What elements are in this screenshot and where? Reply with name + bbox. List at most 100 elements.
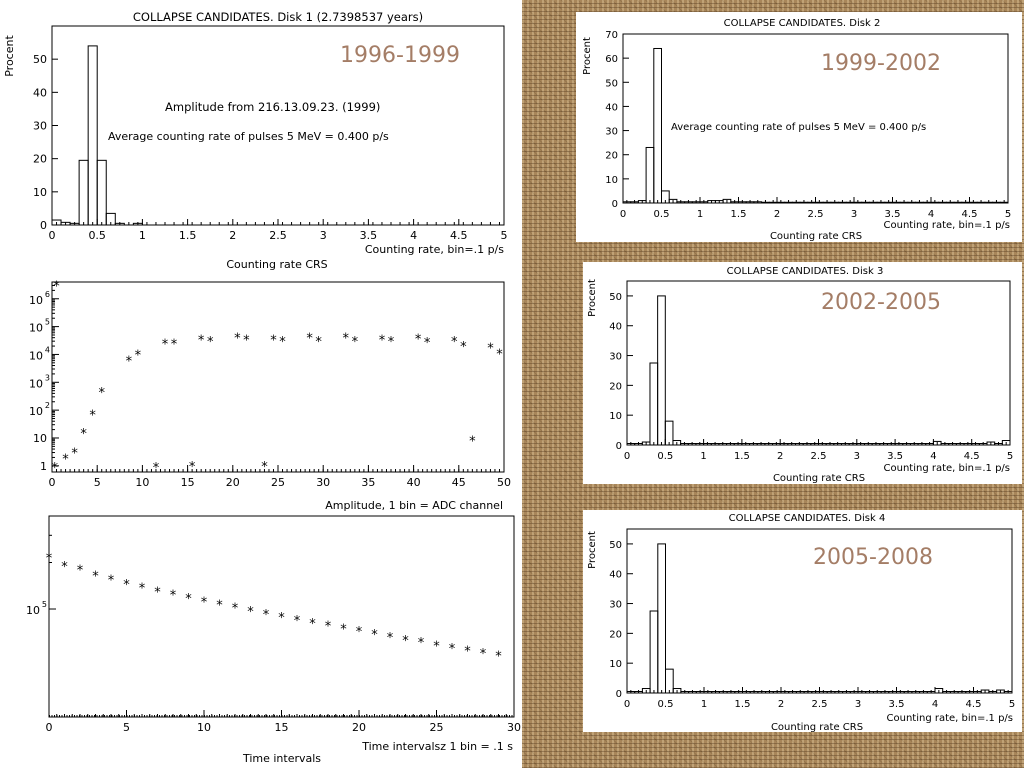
data-point: * xyxy=(487,341,494,356)
x-tick-label: 45 xyxy=(452,476,466,489)
y-tick-label: 10 xyxy=(29,349,43,362)
histogram-bar xyxy=(892,201,901,204)
histogram-bar xyxy=(899,201,909,204)
plot-frame xyxy=(626,280,1011,446)
histogram-bar xyxy=(1001,440,1011,446)
data-point: * xyxy=(388,335,395,350)
data-point: * xyxy=(98,386,105,401)
x-tick-label: 5 xyxy=(94,476,101,489)
x-tick-label: 35 xyxy=(361,476,375,489)
y-tick-label: 0 xyxy=(616,441,622,452)
y-tick-exponent: 5 xyxy=(45,318,50,327)
data-point: * xyxy=(449,642,456,657)
data-point: * xyxy=(387,631,394,646)
data-point: * xyxy=(207,335,214,350)
y-tick-label: 10 xyxy=(29,294,43,307)
data-point: * xyxy=(126,355,133,370)
x-axis-label: Time intervalsz 1 bin = .1 s xyxy=(361,740,513,753)
histogram-bar xyxy=(930,201,940,204)
y-tick-label: 40 xyxy=(609,322,622,333)
data-point: * xyxy=(343,332,350,347)
histogram-bar xyxy=(922,201,932,204)
data-point: * xyxy=(61,560,68,575)
x-tick-label: 4.5 xyxy=(962,209,978,220)
disk2-panel: COLLAPSE CANDIDATES. Disk 2 1999-2002 Pr… xyxy=(576,12,1022,242)
x-tick-label: 2 xyxy=(777,451,783,462)
x-tick-label: 3.5 xyxy=(885,209,901,220)
y-tick-label: 20 xyxy=(33,153,47,166)
y-tick-label: 10 xyxy=(26,604,40,617)
y-tick-exponent: 2 xyxy=(45,401,50,410)
x-tick-label: 0 xyxy=(46,721,53,734)
histogram-bar xyxy=(961,201,970,204)
histogram-bar xyxy=(1003,691,1013,694)
x-tick-label: 40 xyxy=(407,476,421,489)
histogram-bar xyxy=(815,201,824,204)
histogram-bar xyxy=(672,688,682,694)
x-tick-label: 0 xyxy=(49,476,56,489)
histogram-bar xyxy=(984,201,994,204)
y-tick-exponent: 4 xyxy=(45,345,50,354)
data-point: * xyxy=(278,611,285,626)
y-tick-label: 20 xyxy=(605,151,618,162)
y-tick-label: 10 xyxy=(609,411,622,422)
amplitude-panel: Amplitude, 1 bin = ADC channel 1 10 10 2 10 3… xyxy=(0,273,522,513)
data-point: * xyxy=(379,333,386,348)
histogram-bar xyxy=(653,47,663,204)
x-tick-label: 0 xyxy=(49,229,56,242)
data-point: * xyxy=(294,614,301,629)
plot-frame xyxy=(51,281,505,473)
x-tick-label: 3.5 xyxy=(360,229,378,242)
histogram-bar xyxy=(868,201,878,204)
histogram-bar xyxy=(661,190,670,204)
data-point: * xyxy=(325,620,332,635)
data-point: * xyxy=(464,644,471,659)
histogram-bar xyxy=(938,201,947,204)
y-tick-label: 60 xyxy=(605,54,618,65)
histogram-bar xyxy=(945,201,955,204)
data-point: * xyxy=(496,347,503,362)
data-point: * xyxy=(108,574,115,589)
data-point: * xyxy=(201,595,208,610)
disk1-histogram: COLLAPSE CANDIDATES. Disk 1 (2.7398537 y… xyxy=(3,10,508,271)
histogram-bar xyxy=(672,440,682,446)
x-tick-label: 0 xyxy=(624,451,630,462)
y-tick-label: 30 xyxy=(605,127,618,138)
x-tick-label: 0.5 xyxy=(654,209,670,220)
x-tick-label: 4 xyxy=(930,451,936,462)
data-point: * xyxy=(270,333,277,348)
x-axis-label: Counting rate, bin=.1 p/s xyxy=(884,463,1011,474)
x-axis-label-secondary: Counting rate CRS xyxy=(773,473,865,484)
histogram-bar xyxy=(668,198,678,204)
y-axis-label: Procent xyxy=(582,37,593,75)
x-tick-label: 1 xyxy=(700,451,706,462)
data-point: * xyxy=(480,647,487,662)
x-tick-label: 5 xyxy=(1007,451,1013,462)
histogram-bar xyxy=(799,201,809,204)
x-tick-label: 15 xyxy=(181,476,195,489)
x-tick-label: 1.5 xyxy=(734,451,750,462)
data-point: * xyxy=(89,408,96,423)
y-tick-label: 0 xyxy=(40,219,47,232)
data-point: * xyxy=(306,332,313,347)
annotation-average-rate: Average counting rate of pulses 5 MeV = … xyxy=(108,130,389,143)
histogram-bar xyxy=(884,201,893,204)
period-label: 1996-1999 xyxy=(340,43,460,68)
histogram-bar xyxy=(915,201,924,204)
x-tick-label: 4.5 xyxy=(964,451,980,462)
x-tick-label: 4 xyxy=(410,229,417,242)
x-tick-label: 5 xyxy=(1005,209,1011,220)
x-axis-label: Counting rate, bin=.1 p/s xyxy=(365,243,504,256)
x-tick-label: 3 xyxy=(320,229,327,242)
histogram-bar xyxy=(992,201,1001,204)
data-point: * xyxy=(451,335,458,350)
data-point: * xyxy=(402,634,409,649)
disk1-panel: COLLAPSE CANDIDATES. Disk 1 (2.7398537 y… xyxy=(0,0,522,273)
x-tick-label: 2.5 xyxy=(811,451,827,462)
x-tick-label: 3.5 xyxy=(887,451,903,462)
data-point: * xyxy=(418,636,425,651)
y-tick-exponent: 5 xyxy=(42,600,47,609)
data-point: * xyxy=(170,589,177,604)
histogram-bar xyxy=(853,201,863,204)
x-tick-label: 2.5 xyxy=(269,229,287,242)
